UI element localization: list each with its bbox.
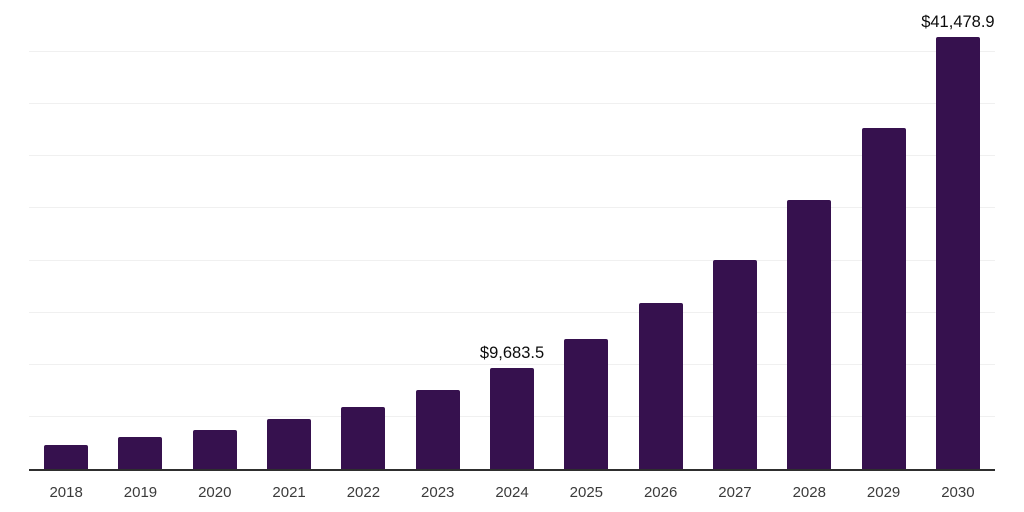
- x-tick-2027: 2027: [718, 484, 752, 501]
- x-tick-2029: 2029: [866, 484, 901, 501]
- bar-slot-2021: [252, 0, 326, 469]
- bar-2030: [935, 36, 980, 469]
- bar-slot-2028: [772, 0, 846, 469]
- gridline-40000: [29, 51, 995, 53]
- bar-slot-2023: [401, 0, 475, 469]
- x-tick-2024: 2024: [495, 484, 529, 501]
- gridline-10000: [29, 363, 995, 365]
- bar-2026: [638, 302, 683, 469]
- x-tick-2022: 2022: [346, 484, 381, 501]
- bar-2022: [341, 406, 386, 469]
- data-label-2024: $9,683.5: [479, 344, 545, 363]
- bar-slot-2019: [103, 0, 177, 469]
- bar-slot-2022: [326, 0, 400, 469]
- x-tick-2019: 2019: [123, 484, 158, 501]
- bar-slot-2027: [698, 0, 772, 469]
- x-tick-2018: 2018: [49, 484, 83, 501]
- data-label-2030: $41,478.9: [921, 12, 995, 31]
- gridline-35000: [29, 103, 995, 105]
- bar-2021: [267, 419, 312, 469]
- x-tick-2021: 2021: [272, 484, 306, 501]
- plot-area: $9,683.5 $41,478.9: [29, 0, 995, 471]
- bar-slot-2025: [549, 0, 623, 469]
- bar-2024: [490, 368, 535, 469]
- x-axis-labels: 2018 2019 2020 2021 2022 2023 2024 2025 2026 2027…: [29, 484, 995, 501]
- x-tick-2026: 2026: [643, 484, 678, 501]
- bar-slot-2020: [178, 0, 252, 469]
- bar-2023: [415, 389, 460, 469]
- bar-slot-2024: $9,683.5: [475, 0, 549, 469]
- bar-2027: [712, 259, 757, 469]
- bar-2018: [44, 444, 89, 469]
- bars: $9,683.5 $41,478.9: [29, 0, 995, 469]
- bar-2028: [787, 200, 832, 469]
- bar-2025: [564, 339, 609, 469]
- bar-2020: [192, 430, 237, 469]
- x-tick-2025: 2025: [569, 484, 604, 501]
- x-tick-2023: 2023: [421, 484, 455, 501]
- bar-2029: [861, 128, 906, 469]
- bar-slot-2029: [846, 0, 920, 469]
- x-tick-2028: 2028: [792, 484, 826, 501]
- gridline-20000: [29, 259, 995, 261]
- gridline-25000: [29, 207, 995, 209]
- bar-slot-2030: $41,478.9: [921, 0, 995, 469]
- gridline-30000: [29, 155, 995, 157]
- bar-2019: [118, 436, 163, 469]
- bar-slot-2018: [29, 0, 103, 469]
- bar-slot-2026: [624, 0, 698, 469]
- gridline-15000: [29, 311, 995, 313]
- x-tick-2020: 2020: [198, 484, 232, 501]
- x-tick-2030: 2030: [941, 484, 975, 501]
